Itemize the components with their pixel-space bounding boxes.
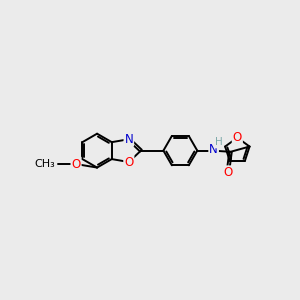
Text: O: O: [124, 155, 134, 169]
Text: O: O: [71, 158, 81, 171]
Text: N: N: [124, 133, 133, 146]
Text: O: O: [224, 166, 233, 179]
Text: H: H: [215, 137, 223, 147]
Text: O: O: [233, 131, 242, 144]
Text: N: N: [209, 143, 218, 156]
Text: CH₃: CH₃: [35, 159, 56, 169]
